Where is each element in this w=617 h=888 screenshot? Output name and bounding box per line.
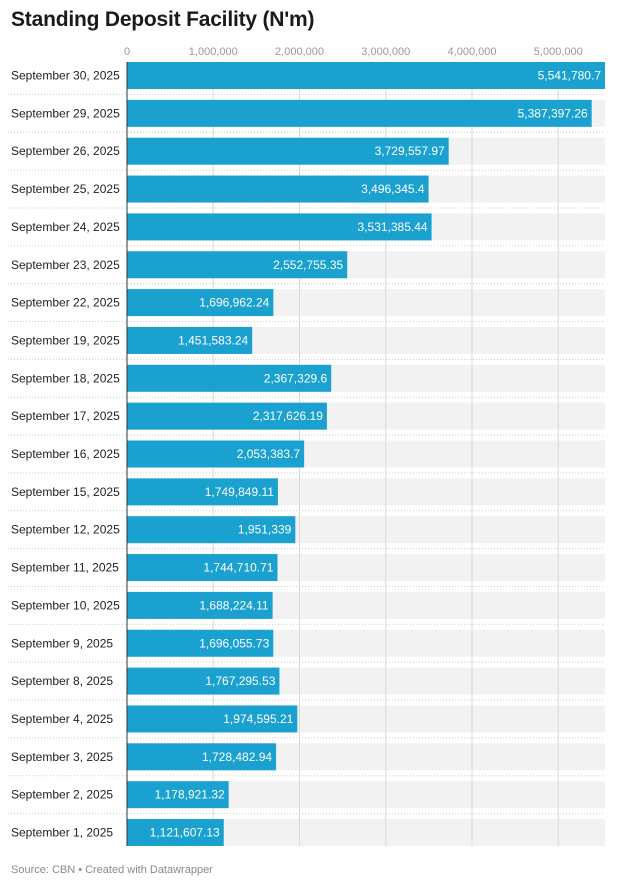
bar [127,743,277,771]
category-label: September 12, 2025 [11,523,120,537]
category-label: September 9, 2025 [11,636,113,650]
category-label: September 17, 2025 [11,409,120,423]
category-label: September 8, 2025 [11,674,113,688]
value-label: 1,744,710.71 [203,561,273,575]
value-label: 2,317,626.19 [253,409,323,423]
x-tick-label: 4,000,000 [448,46,497,58]
value-label: 2,053,383.7 [237,447,301,461]
category-label: September 1, 2025 [11,826,113,840]
value-label: 5,387,397.26 [518,106,588,120]
footer-separator: • [78,864,83,876]
category-labels: September 30, 2025 September 29, 2025 Sept… [11,69,120,840]
category-label: September 26, 2025 [11,144,120,158]
value-labels: 5,541,780.7 5,387,397.26 3,729,557.97 3,496… [150,69,602,840]
category-label: September 25, 2025 [11,182,120,196]
category-label: September 30, 2025 [11,69,120,83]
value-label: 3,496,345.4 [361,182,425,196]
value-label: 1,728,482.94 [202,750,272,764]
bar [127,251,348,279]
x-tick-label: 0 [124,46,130,58]
x-tick-label: 2,000,000 [275,46,324,58]
category-label: September 29, 2025 [11,106,120,120]
bar [127,289,274,317]
value-label: 1,974,595.21 [223,712,293,726]
category-label: September 23, 2025 [11,258,120,272]
value-label: 1,696,055.73 [199,636,269,650]
value-label: 1,688,224.11 [199,598,269,612]
bar [127,326,253,354]
value-label: 1,451,583.24 [178,333,248,347]
bar [127,137,449,165]
category-label: September 19, 2025 [11,333,120,347]
category-label: September 24, 2025 [11,220,120,234]
bar [127,364,332,392]
bar [127,402,327,430]
value-label: 1,767,295.53 [205,674,275,688]
value-label: 3,729,557.97 [375,144,445,158]
bar [127,591,273,619]
x-tick-label: 3,000,000 [361,46,410,58]
x-axis-ticks: 0 1,000,000 2,000,000 3,000,000 4,000,000 5,0… [124,46,583,58]
credit-link[interactable]: Created with Datawrapper [85,864,213,876]
bar [127,99,592,127]
bar [127,667,280,695]
bar [127,440,305,468]
value-label: 1,749,849.11 [205,485,275,499]
chart-title: Standing Deposit Facility (N'm) [11,8,315,31]
value-label: 1,696,962.24 [199,296,269,310]
category-label: September 22, 2025 [11,296,120,310]
category-label: September 10, 2025 [11,598,120,612]
bar [127,705,298,733]
value-label: 3,531,385.44 [358,220,428,234]
bar [127,478,278,506]
bar [127,213,432,241]
bars [127,62,605,846]
chart-footer: Source: CBN • Created with Datawrapper [11,864,213,876]
x-tick-label: 5,000,000 [534,46,583,58]
value-label: 5,541,780.7 [538,69,602,83]
source-text: Source: CBN [11,864,76,876]
category-label: September 18, 2025 [11,371,120,385]
category-label: September 3, 2025 [11,750,113,764]
category-label: September 2, 2025 [11,788,113,802]
value-label: 2,367,329.6 [264,371,328,385]
value-label: 1,951,339 [238,523,292,537]
bar [127,629,274,657]
value-label: 1,121,607.13 [150,826,220,840]
bar [127,516,296,544]
value-label: 2,552,755.35 [273,258,343,272]
x-tick-label: 1,000,000 [189,46,238,58]
bar [127,175,429,203]
value-label: 1,178,921.32 [155,788,225,802]
bar [127,819,224,846]
category-label: September 4, 2025 [11,712,113,726]
bar [127,554,278,582]
category-label: September 11, 2025 [11,561,119,575]
row-separators [8,93,605,815]
bar [127,62,605,89]
category-label: September 16, 2025 [11,447,120,461]
category-label: September 15, 2025 [11,485,120,499]
bar [127,781,229,809]
